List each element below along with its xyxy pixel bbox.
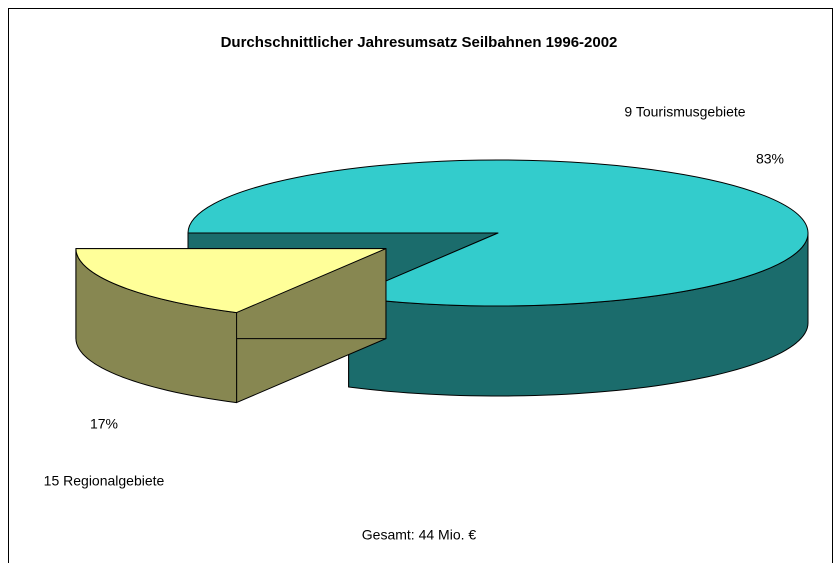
category-label: 9 Tourismusgebiete (624, 104, 745, 120)
chart-title: Durchschnittlicher Jahresumsatz Seilbahn… (221, 34, 618, 51)
pie (75, 159, 809, 404)
value-label: 17% (90, 416, 118, 432)
pie-slice (75, 248, 387, 314)
annotation: Gesamt: 44 Mio. € (362, 527, 477, 543)
value-label: 83% (756, 151, 784, 167)
pie-slice (187, 159, 809, 307)
category-label: 15 Regionalgebiete (44, 473, 165, 489)
